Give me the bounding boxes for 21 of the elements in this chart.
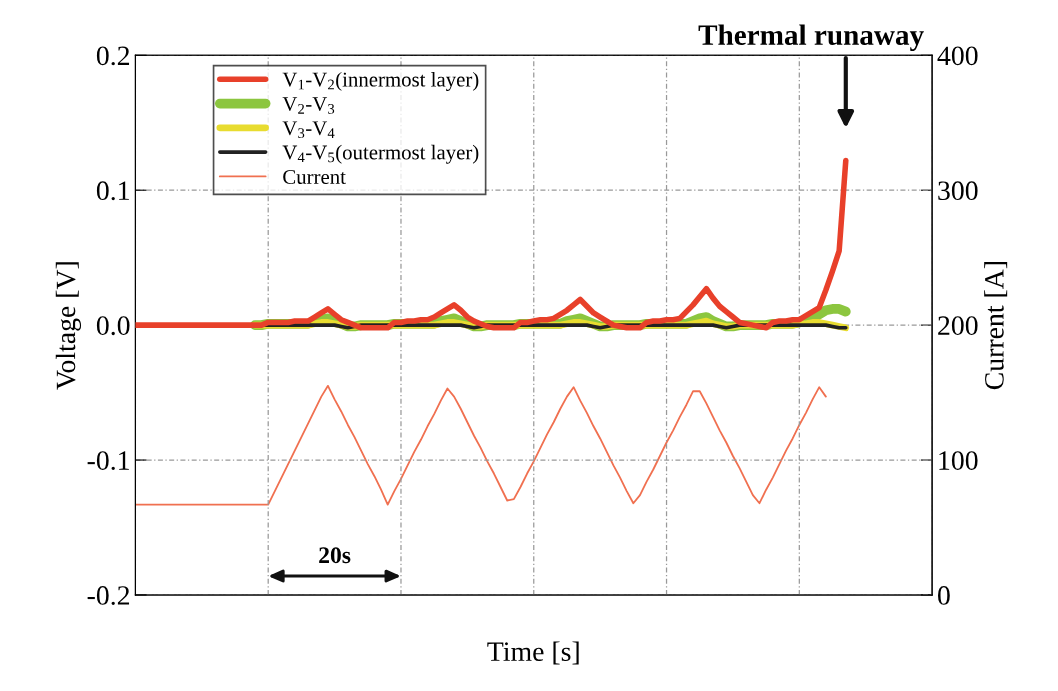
y-tick-label: 0.2 [96,46,130,66]
legend-label: V$_{2}$-V$_{3}$ [282,97,335,114]
y-axis-title: Voltage [V] [55,262,82,390]
line-series [135,384,827,506]
y-tick-label: -0.1 [87,451,129,471]
y2-tick-label: 400 [937,46,978,66]
legend-label: V$_{1}$-V$_{2}$(innermost layer) [282,71,479,91]
y2-axis-title: Current [A] [984,262,1008,390]
legend-label: Current [283,169,346,184]
y2-tick-label: 100 [939,451,978,470]
y2-tick-label: 300 [938,181,978,201]
y2-tick-label: 0 [938,586,950,605]
y-tick-label: -0.2 [87,586,130,605]
y-tick-label: 0.0 [96,316,130,336]
text: Thermal runaway [698,24,924,51]
annotation: 20s [319,547,351,564]
legend-label: V$_{4}$-V$_{5}$(outermost layer) [282,144,479,164]
y2-tick-label: 200 [938,316,978,336]
y-tick-label: 0.1 [96,181,129,201]
x-axis-title: Time [s] [487,641,579,665]
legend-label: V$_{3}$-V$_{4}$ [282,121,335,139]
